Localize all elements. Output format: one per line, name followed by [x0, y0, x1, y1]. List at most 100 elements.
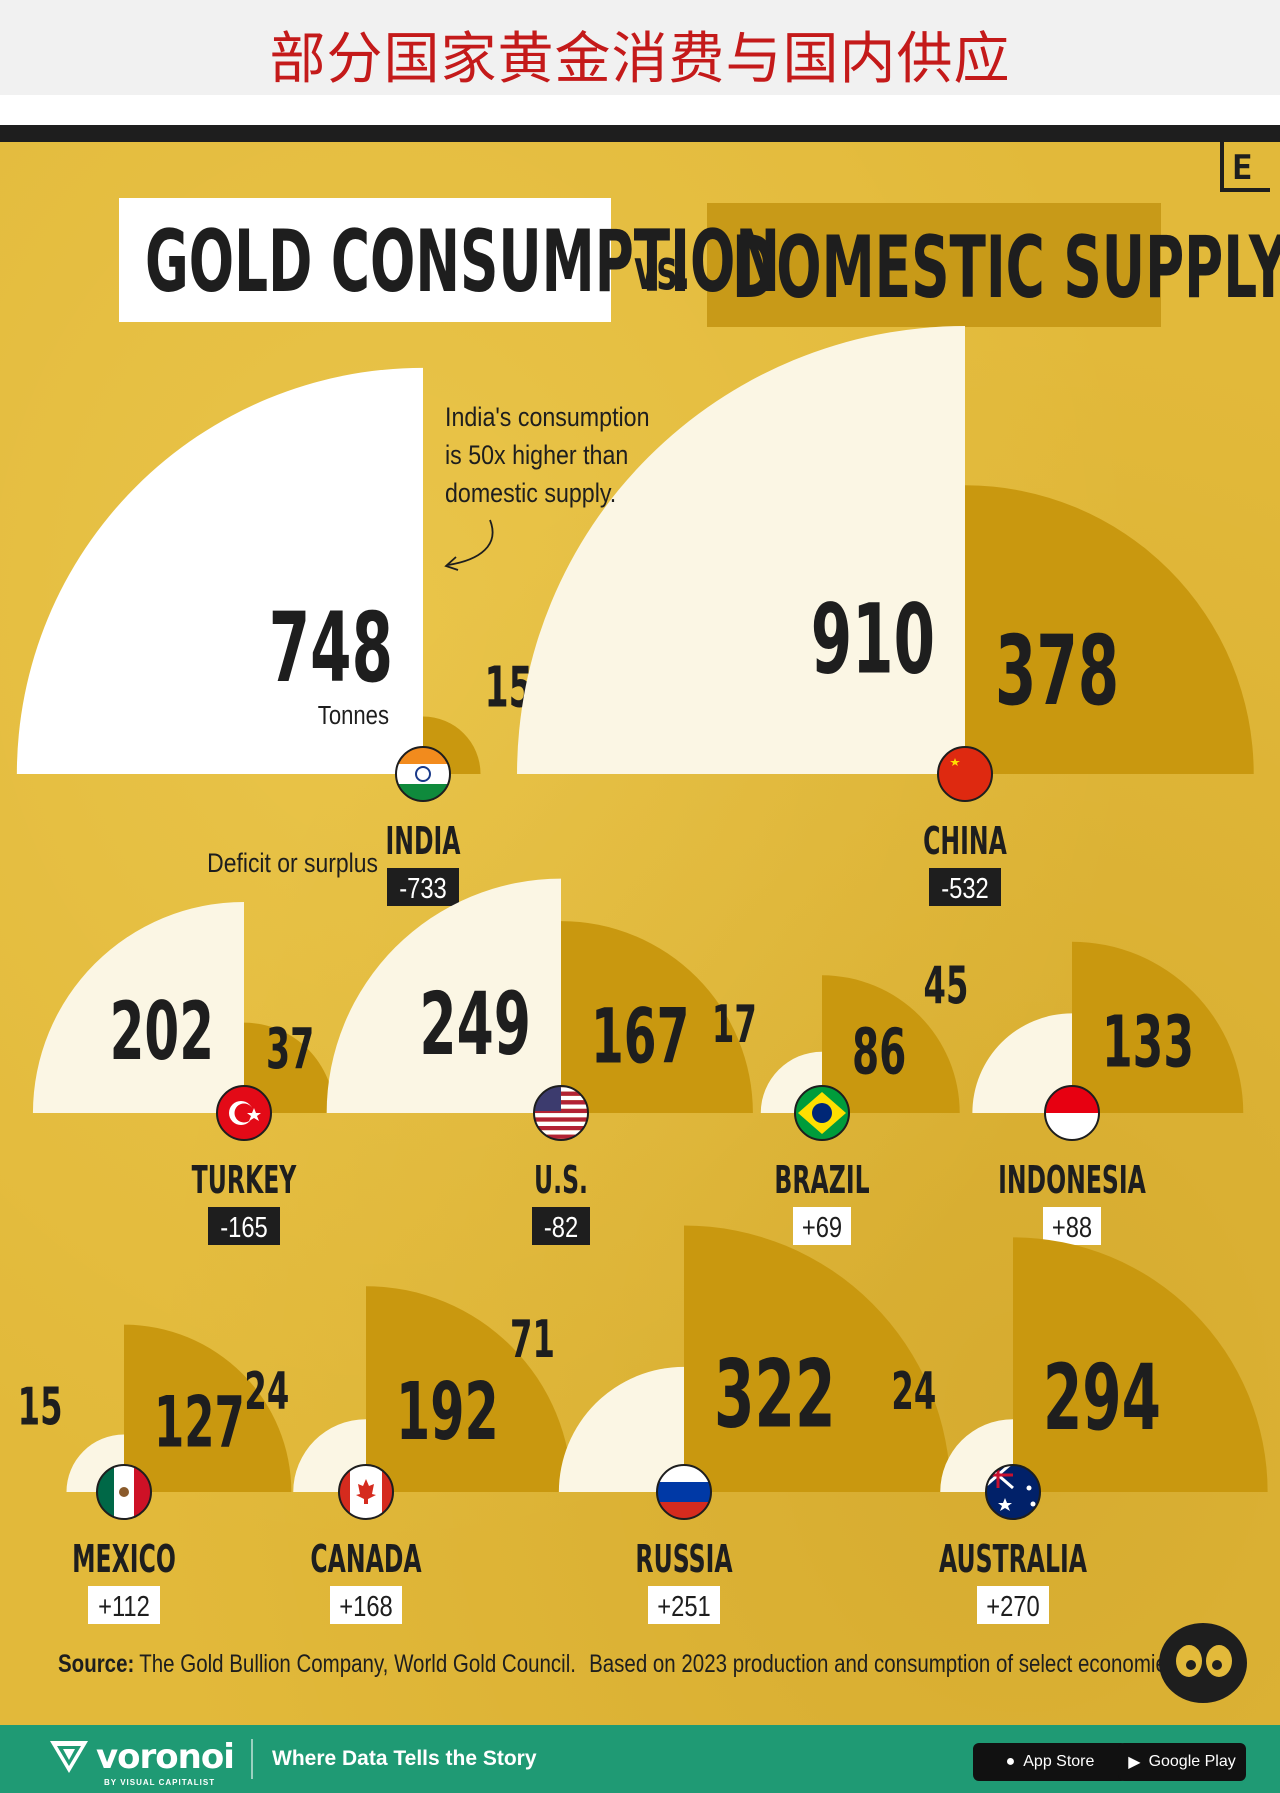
- country-group-indonesia: 45 133 INDONESIA +88: [924, 941, 1244, 1245]
- turkey-flag-badge: [216, 1085, 272, 1141]
- consumption-quarter: [16, 367, 423, 774]
- flag-outline: [395, 746, 451, 802]
- flag-outline: [96, 1464, 152, 1520]
- supply-value: 86: [852, 1016, 906, 1089]
- supply-value: 167: [591, 992, 689, 1081]
- app-store-button[interactable]: ● App Store: [973, 1743, 1127, 1781]
- country-name: INDONESIA: [998, 1159, 1146, 1202]
- balance-value: +251: [657, 1590, 711, 1623]
- country-name: U.S.: [534, 1159, 588, 1202]
- supply-quarter: [684, 1225, 951, 1492]
- flag-stripe: [382, 1465, 393, 1519]
- balance-value: -532: [941, 872, 989, 905]
- country-name: CHINA: [923, 820, 1007, 863]
- app-store-label: App Store: [1023, 1753, 1095, 1770]
- supply-value: 133: [1102, 1001, 1194, 1084]
- supply-header-box: [707, 203, 1161, 327]
- balance-badge: [977, 1586, 1049, 1624]
- balance-badge: [208, 1207, 280, 1245]
- footer-tagline: Where Data Tells the Story: [272, 1747, 537, 1770]
- play-icon: ▶: [1128, 1754, 1141, 1771]
- mascot-icon: [1159, 1623, 1247, 1703]
- supply-quarter: [561, 921, 753, 1113]
- brand-badge: E: [1216, 142, 1280, 198]
- google-play-label: Google Play: [1148, 1753, 1236, 1770]
- source-note: Based on 2023 production and consumption…: [589, 1649, 1183, 1677]
- star-icon: [950, 758, 960, 766]
- top-banner: [0, 0, 1280, 95]
- country-name: CANADA: [310, 1538, 422, 1581]
- voronoi-logo-icon: [50, 1741, 88, 1773]
- footer: voronoi BY VISUAL CAPITALIST Where Data …: [0, 1725, 1280, 1793]
- australia-flag-badge: [985, 1464, 1041, 1520]
- consumption-value: 24: [891, 1362, 936, 1422]
- flag-stripe: [534, 1113, 588, 1118]
- top-rule: [0, 125, 1280, 142]
- source-label: Source:: [58, 1649, 134, 1677]
- balance-value: +112: [98, 1590, 150, 1623]
- flag-outline: [794, 1085, 850, 1141]
- consumption-quarter: [972, 1013, 1072, 1113]
- badge-frame: [1220, 142, 1270, 192]
- balance-value: -165: [220, 1211, 268, 1244]
- flag-stripe: [534, 1117, 588, 1122]
- country-name: MEXICO: [72, 1538, 176, 1581]
- balance-badge: [387, 868, 459, 906]
- vs-label: vs.: [634, 238, 691, 303]
- balance-badge: [929, 868, 1001, 906]
- consumption-value: 748: [269, 592, 393, 704]
- country-group-canada: 24 192 CANADA +168: [244, 1286, 572, 1624]
- supply-value: 37: [266, 1016, 314, 1081]
- annotation-arrowhead: [444, 556, 459, 571]
- flag-stripe: [534, 1126, 588, 1131]
- flag-stripe: [396, 764, 450, 784]
- consumption-value: 71: [510, 1310, 555, 1370]
- google-play-button[interactable]: ▶ Google Play: [1118, 1743, 1246, 1781]
- apple-icon: ●: [1005, 1753, 1016, 1770]
- star-icon: [247, 1108, 261, 1121]
- country-group-china: 910 378 CHINA -532: [517, 326, 1254, 906]
- australia-flag: [986, 1465, 1040, 1519]
- flag-outline: [338, 1464, 394, 1520]
- balance-badge: [330, 1586, 402, 1624]
- source-text: The Gold Bullion Company, World Gold Cou…: [139, 1649, 576, 1677]
- consumption-quarter: [32, 901, 244, 1113]
- flag-stripe: [938, 747, 992, 801]
- consumption-quarter: [517, 326, 965, 774]
- canada-flag-badge: [338, 1464, 394, 1520]
- annotation: India's consumption is 50x higher than d…: [445, 398, 650, 512]
- flag-stripe: [657, 1482, 711, 1502]
- canada-flag: [339, 1465, 393, 1519]
- flag-stripe: [1045, 1113, 1099, 1140]
- chakra-icon: [415, 766, 431, 782]
- balance-badge: [1043, 1207, 1101, 1245]
- consumption-value: 24: [244, 1362, 289, 1422]
- supply-quarter: [965, 485, 1254, 774]
- brazil-flag: [795, 1086, 849, 1140]
- country-group-brazil: 17 86 BRAZIL +69: [712, 975, 960, 1245]
- supply-quarter: [244, 1022, 335, 1113]
- china-flag: [938, 747, 992, 801]
- consumption-header-box: [119, 198, 611, 322]
- supply-header: DOMESTIC SUPPLY: [732, 218, 1280, 318]
- us-flag-badge: [533, 1085, 589, 1141]
- country-name: RUSSIA: [635, 1538, 733, 1581]
- supply-value: 192: [396, 1366, 499, 1459]
- supply-value: 378: [995, 615, 1119, 727]
- supply-quarter: [822, 975, 960, 1113]
- consumption-value: 45: [924, 957, 969, 1017]
- balance-value: +69: [802, 1211, 842, 1244]
- flag-stripe: [534, 1134, 588, 1139]
- annotation-line: is 50x higher than: [445, 440, 629, 470]
- flag-outline: [937, 746, 993, 802]
- supply-quarter: [366, 1286, 572, 1492]
- star-icon: [1026, 1485, 1032, 1491]
- supply-value: 294: [1043, 1345, 1161, 1451]
- deficit-label: Deficit or surplus: [207, 848, 378, 878]
- supply-quarter: [124, 1324, 292, 1492]
- emblem-icon: [119, 1487, 129, 1497]
- supply-value: 322: [714, 1340, 836, 1449]
- supply-quarter: [1013, 1237, 1268, 1492]
- country-name: AUSTRALIA: [939, 1538, 1087, 1581]
- maple-leaf-icon: [356, 1479, 376, 1504]
